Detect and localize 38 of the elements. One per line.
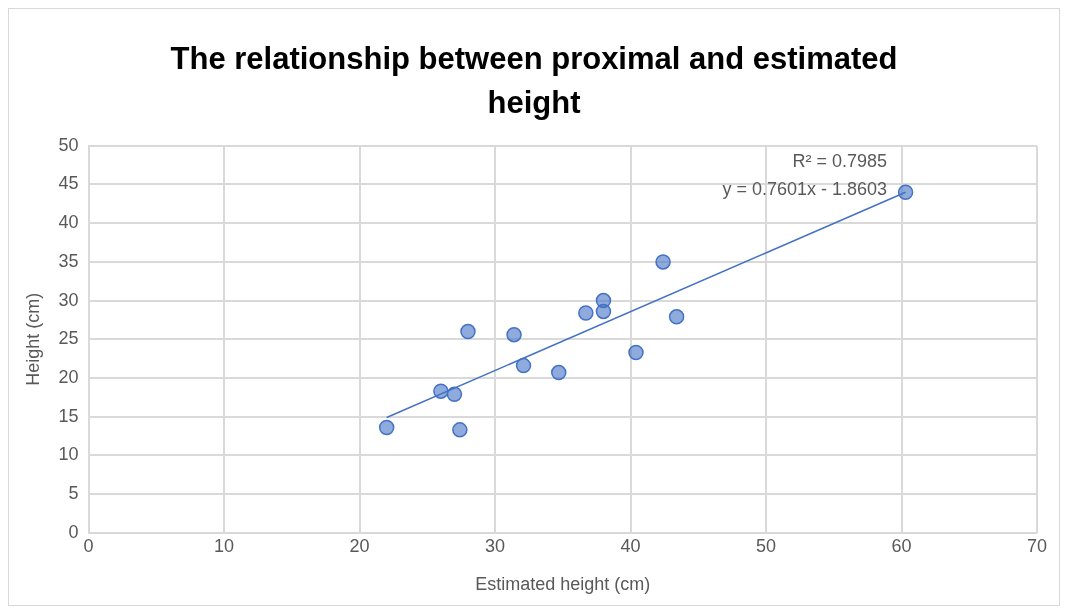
y-tick-label: 30 [58,289,79,310]
x-tick-label: 60 [891,535,912,556]
point [578,305,594,321]
y-tick-label: 35 [58,250,79,271]
y-tick-label: 50 [58,134,79,155]
y-axis-title: Height (cm) [22,292,43,386]
x-tick-label: 0 [83,535,94,556]
point [515,357,532,374]
point [506,326,522,343]
x-tick-label: 20 [349,535,370,556]
point [446,386,463,402]
x-tick-label: 70 [1026,535,1048,556]
point [452,422,468,438]
y-tick-label: 20 [58,366,79,387]
point [655,254,671,270]
point [378,419,395,436]
y-tick-label: 15 [58,405,79,426]
point [897,184,914,200]
chart-title: The relationship between proximal and estimated height [169,40,899,122]
point [595,303,612,320]
y-tick-label: 0 [68,521,79,542]
point [551,364,567,381]
y-tick-label: 5 [68,483,79,504]
point [628,344,644,361]
point [460,323,476,340]
annotation: y = 0.7601x - 1.8603 [722,178,887,199]
y-tick-label: 10 [58,444,79,465]
x-tick-label: 30 [485,535,506,556]
y-tick-label: 45 [58,173,79,194]
point [668,309,685,325]
x-tick-label: 50 [756,535,777,556]
annotation: R² = 0.7985 [792,150,887,171]
y-tick-label: 25 [58,328,79,349]
x-tick-label: 10 [214,535,235,556]
point [433,383,449,399]
x-tick-label: 40 [620,535,641,556]
x-axis-title: Estimated height (cm) [475,574,651,595]
y-tick-label: 40 [58,212,79,233]
